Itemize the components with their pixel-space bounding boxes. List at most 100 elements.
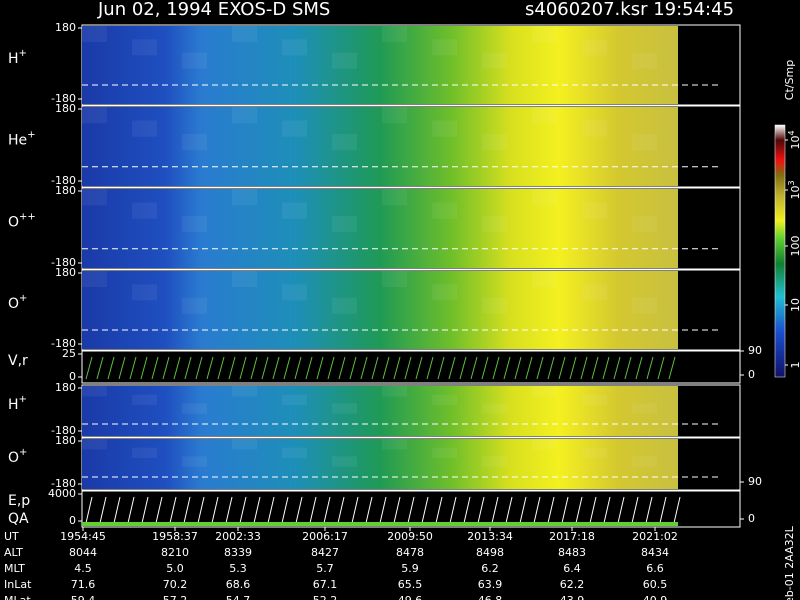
texture — [232, 26, 257, 42]
panel-label: H+ — [8, 48, 27, 67]
texture — [632, 216, 657, 233]
texture — [482, 456, 507, 467]
panel-label: O+ — [8, 293, 27, 312]
panel-label: E,p — [8, 493, 30, 509]
texture — [282, 120, 307, 137]
texture — [82, 189, 107, 206]
y-tick-label: 25 — [62, 347, 76, 360]
texture — [632, 52, 657, 69]
texture — [382, 386, 407, 397]
cell: 8483 — [558, 546, 586, 559]
cell: 6.2 — [481, 562, 499, 575]
y-tick-label: -180 — [51, 92, 76, 105]
label-text: V,r — [8, 353, 28, 369]
y-tick-label: 180 — [55, 266, 76, 279]
texture — [132, 39, 157, 56]
texture — [132, 394, 157, 406]
label-text: O — [8, 450, 19, 466]
texture — [182, 403, 207, 414]
cell: 54.7 — [226, 594, 251, 600]
label-text: H — [8, 397, 19, 413]
y2-tick-label: 90 — [748, 344, 762, 357]
texture — [232, 439, 257, 450]
exp: 4 — [787, 130, 796, 135]
cell: 52.2 — [313, 594, 338, 600]
label-sup: + — [27, 130, 35, 141]
texture — [532, 107, 557, 124]
texture — [132, 120, 157, 137]
y2-tick-label: 0 — [748, 512, 755, 525]
cell: 8339 — [224, 546, 252, 559]
label-text: O — [8, 215, 19, 231]
cell: 8210 — [161, 546, 189, 559]
panel-label: QA — [8, 511, 29, 527]
spectrogram — [82, 26, 678, 104]
label-sup: + — [19, 293, 27, 304]
texture — [182, 297, 207, 314]
cell: 2017:18 — [549, 530, 595, 543]
texture — [532, 386, 557, 397]
y-tick-label: -180 — [51, 174, 76, 187]
label-text: He — [8, 133, 27, 149]
y2-tick-label: 0 — [748, 368, 755, 381]
texture — [232, 189, 257, 206]
texture — [532, 439, 557, 450]
texture — [132, 447, 157, 459]
spectrogram — [82, 439, 678, 489]
label-text: E,p — [8, 493, 30, 509]
colorbar-label: 103 — [787, 180, 800, 199]
texture — [182, 216, 207, 233]
cell: 68.6 — [226, 578, 251, 591]
texture — [632, 134, 657, 151]
cell: 8427 — [311, 546, 339, 559]
panel-label: V,r — [8, 353, 28, 369]
texture — [332, 52, 357, 69]
texture — [632, 403, 657, 414]
texture — [482, 52, 507, 69]
footer: Feb-01 2AA32L — [783, 525, 796, 600]
texture — [432, 39, 457, 56]
texture — [232, 107, 257, 124]
row-label: MLat — [4, 594, 31, 600]
colorbar-label: 1 — [789, 362, 800, 369]
texture — [132, 202, 157, 219]
texture — [382, 439, 407, 450]
cell: 2009:50 — [387, 530, 433, 543]
texture — [82, 26, 107, 42]
cell: 63.9 — [478, 578, 503, 591]
cell: 2002:33 — [215, 530, 261, 543]
label-sup: + — [19, 447, 27, 458]
cell: 8434 — [641, 546, 669, 559]
cell: 5.0 — [166, 562, 184, 575]
panel-label: O+ — [8, 447, 27, 466]
colorbar-label: 104 — [787, 130, 800, 149]
cell: 5.7 — [316, 562, 334, 575]
row-label: ALT — [4, 546, 23, 559]
texture — [282, 39, 307, 56]
texture — [582, 447, 607, 459]
cell: 65.5 — [398, 578, 423, 591]
cell: 59.4 — [71, 594, 96, 600]
cell: 71.6 — [71, 578, 96, 591]
texture — [482, 403, 507, 414]
spectrogram — [82, 271, 678, 349]
cell: 6.4 — [563, 562, 581, 575]
texture — [82, 107, 107, 124]
texture — [382, 189, 407, 206]
cell: 8498 — [476, 546, 504, 559]
texture — [482, 134, 507, 151]
y-tick-label: 4000 — [48, 487, 76, 500]
texture — [382, 26, 407, 42]
colorbar-unit: Ct/Smp — [783, 60, 796, 100]
texture — [82, 271, 107, 287]
cell: 2006:17 — [302, 530, 348, 543]
base: 10 — [789, 136, 800, 150]
base: 10 — [789, 186, 800, 200]
texture — [332, 403, 357, 414]
texture — [632, 297, 657, 314]
texture — [382, 271, 407, 287]
qa-bar — [82, 522, 678, 526]
texture — [432, 447, 457, 459]
texture — [232, 386, 257, 397]
